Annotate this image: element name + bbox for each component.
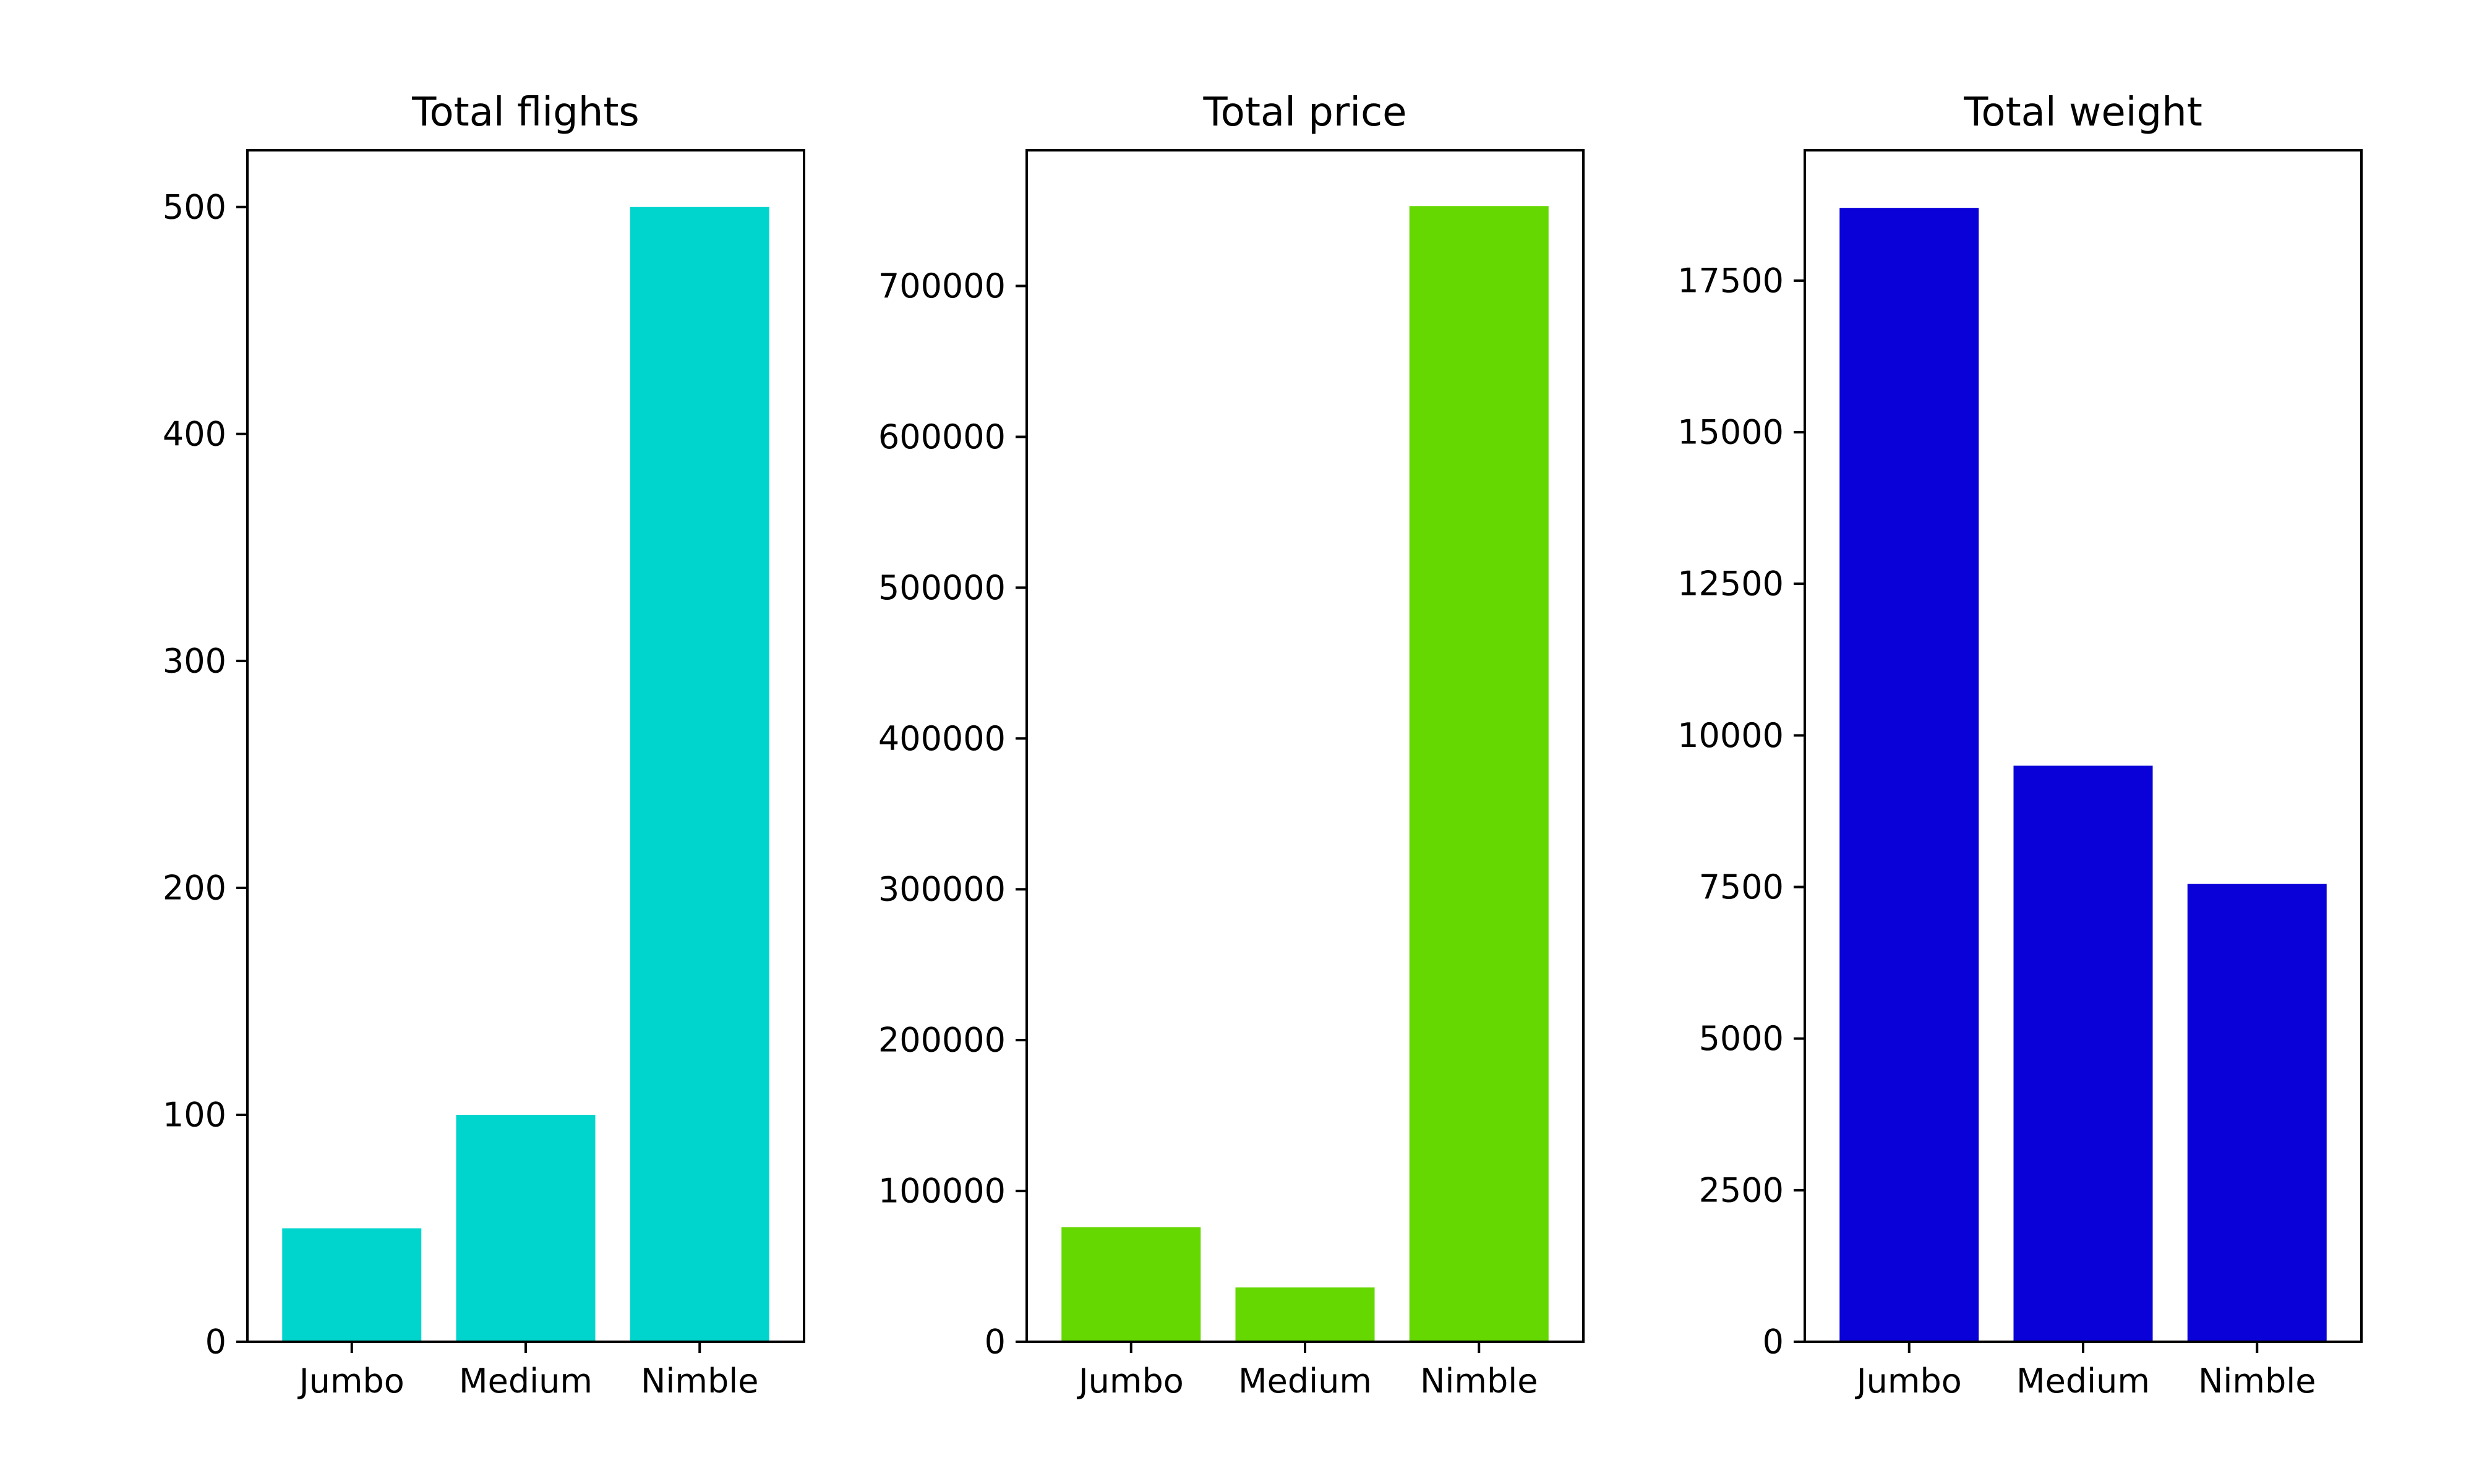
x-tick-label: Jumbo — [1855, 1362, 1962, 1401]
y-tick-label: 0 — [985, 1323, 1006, 1362]
y-tick-label: 15000 — [1677, 413, 1784, 452]
chart-panel-1: 0 100 200 300 400 500 Jumbo Medium Nimble Total f… — [163, 90, 805, 1401]
y-tick-label: 12500 — [1677, 565, 1784, 603]
y-tick-label: 0 — [1763, 1323, 1784, 1362]
y-tick-label: 100 — [163, 1095, 226, 1134]
y-tick-label: 300 — [163, 641, 226, 680]
y-tick-label: 0 — [205, 1323, 226, 1362]
bar-jumbo — [1839, 208, 1979, 1342]
y-tick-label: 5000 — [1699, 1019, 1784, 1058]
y-tick-label: 200 — [163, 868, 226, 907]
chart-title: Total flights — [411, 90, 640, 135]
x-tick-label: Medium — [1238, 1362, 1372, 1401]
y-tick-label: 7500 — [1699, 868, 1784, 906]
x-tick-label: Jumbo — [1077, 1362, 1184, 1401]
y-tick-label: 500 — [163, 187, 226, 226]
bar-medium — [456, 1114, 596, 1342]
y-tick-label: 200000 — [878, 1021, 1006, 1060]
chart-panel-3: 0 2500 5000 7500 10000 12500 15000 17500 Jumbo Me… — [1677, 90, 2363, 1401]
bar-medium — [2013, 765, 2153, 1342]
x-tick-label: Nimble — [641, 1362, 759, 1401]
y-tick-label: 400000 — [878, 719, 1006, 758]
y-tick-label: 100000 — [878, 1172, 1006, 1211]
bar-nimble — [630, 207, 769, 1342]
x-tick-label: Medium — [2016, 1362, 2150, 1401]
chart-title: Total price — [1202, 90, 1406, 135]
bar-nimble — [2187, 884, 2327, 1342]
chart-panel-2: 0 100000 200000 300000 400000 500000 600000 700… — [878, 90, 1585, 1401]
y-tick-label: 600000 — [878, 417, 1006, 456]
bar-medium — [1235, 1287, 1375, 1342]
x-tick-label: Nimble — [2198, 1362, 2316, 1401]
y-tick-label: 2500 — [1699, 1171, 1784, 1209]
bar-jumbo — [282, 1228, 422, 1342]
y-tick-label: 400 — [163, 414, 226, 453]
bar-nimble — [1409, 206, 1549, 1342]
y-tick-label: 10000 — [1677, 716, 1784, 755]
y-tick-label: 500000 — [878, 568, 1006, 607]
chart-title: Total weight — [1963, 90, 2202, 135]
x-tick-label: Nimble — [1420, 1362, 1538, 1401]
y-tick-label: 700000 — [878, 267, 1006, 305]
y-tick-label: 17500 — [1677, 261, 1784, 300]
y-tick-label: 300000 — [878, 870, 1006, 909]
x-tick-label: Medium — [459, 1362, 593, 1401]
x-tick-label: Jumbo — [297, 1362, 404, 1401]
bar-jumbo — [1061, 1227, 1201, 1342]
